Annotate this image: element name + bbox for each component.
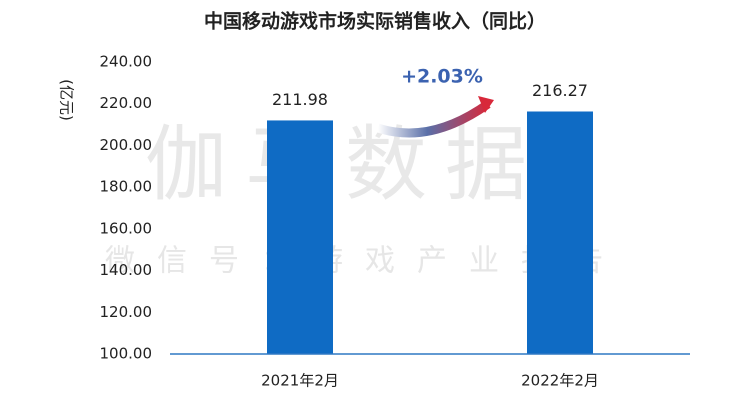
growth-arrow [376,100,491,138]
value-label: 216.27 [532,81,588,100]
watermark-sub: 微信号：游戏产业报告 [105,244,625,279]
bar [267,120,333,354]
chart-title: 中国移动游戏市场实际销售收入（同比） [204,10,546,33]
x-tick-label: 2022年2月 [521,372,599,390]
bar [527,111,593,354]
annotation: +2.03% [401,66,483,88]
x-tick-label: 2021年2月 [261,372,339,390]
value-label: 211.98 [272,90,328,109]
y-tick-label: 160.00 [100,219,153,237]
y-tick-label: 140.00 [100,261,153,279]
y-axis-label: (亿元) [58,79,76,121]
arrow-head [478,96,494,113]
y-tick-label: 120.00 [100,303,153,321]
y-tick-label: 240.00 [100,53,153,71]
y-tick-label: 200.00 [100,136,153,154]
y-tick-label: 100.00 [100,345,153,363]
watermark: 伽马数据 [145,117,545,212]
y-tick-label: 220.00 [100,94,153,112]
y-tick-label: 180.00 [100,178,153,196]
